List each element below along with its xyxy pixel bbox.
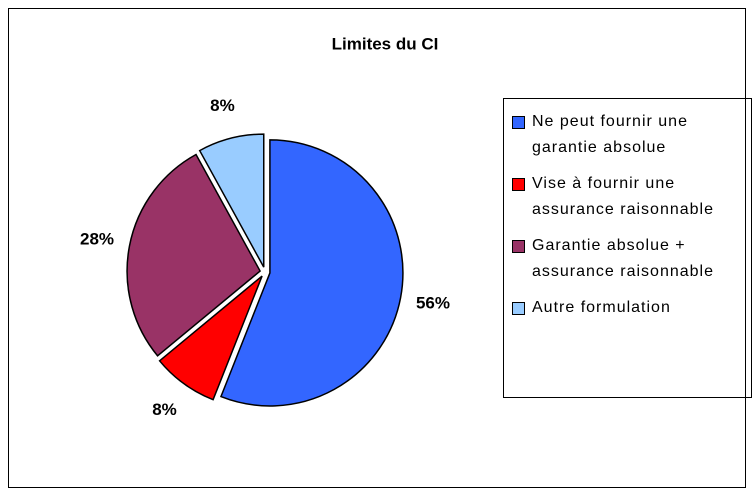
pie bbox=[126, 133, 404, 407]
data-label: 56% bbox=[416, 294, 450, 313]
legend-swatch bbox=[512, 302, 525, 315]
chart-title: Limites du CI bbox=[332, 34, 439, 53]
legend-swatch bbox=[512, 116, 525, 129]
data-label: 8% bbox=[152, 400, 177, 419]
legend-swatch bbox=[512, 240, 525, 253]
pie-slice bbox=[158, 275, 263, 401]
legend-label: Ne peut fournir une garantie absolue bbox=[532, 113, 688, 156]
pie-slice bbox=[126, 153, 262, 357]
pie-slice bbox=[219, 139, 404, 407]
data-label: 8% bbox=[210, 96, 235, 115]
legend-item: Ne peut fournir une garantie absolue bbox=[512, 111, 751, 161]
legend: Ne peut fournir une garantie absolue Vise… bbox=[503, 98, 752, 398]
legend-item: Garantie absolue + assurance raisonnable bbox=[512, 235, 751, 285]
pie-slice bbox=[198, 133, 265, 268]
legend-label: Garantie absolue + assurance raisonnable bbox=[532, 237, 714, 280]
data-label: 28% bbox=[80, 229, 114, 248]
legend-item: Vise à fournir une assurance raisonnable bbox=[512, 173, 751, 223]
legend-swatch bbox=[512, 178, 525, 191]
legend-item: Autre formulation bbox=[512, 297, 751, 321]
legend-label: Vise à fournir une assurance raisonnable bbox=[532, 175, 714, 218]
legend-label: Autre formulation bbox=[532, 299, 671, 316]
